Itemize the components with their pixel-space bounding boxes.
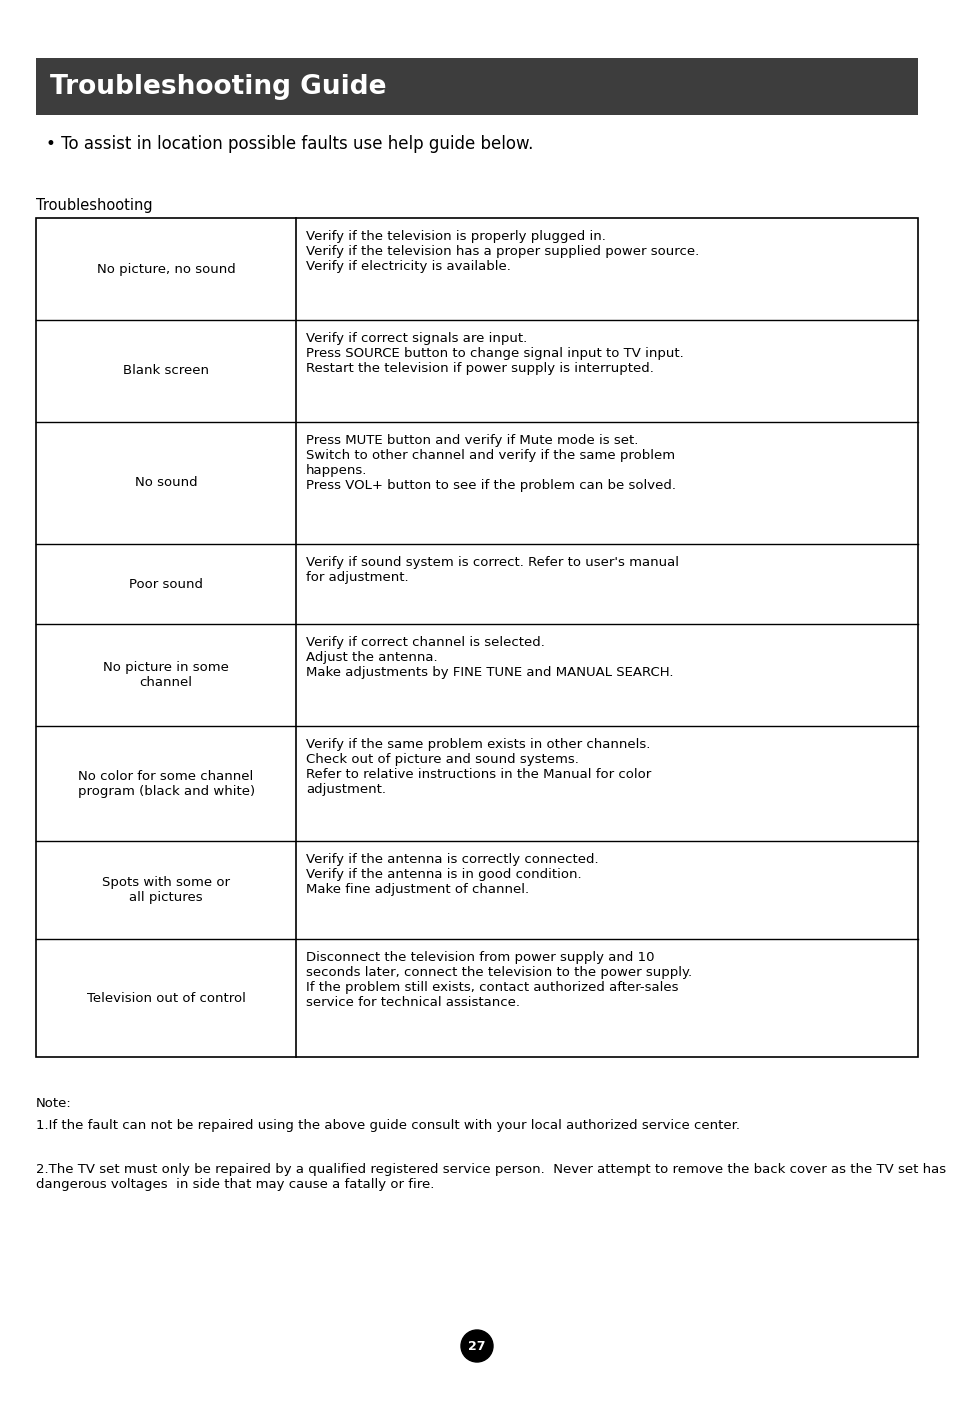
Bar (36, 219, 917, 1056)
Text: No picture in some
channel: No picture in some channel (103, 661, 229, 689)
Text: 27: 27 (468, 1339, 485, 1352)
Text: 1.If the fault can not be repaired using the above guide consult with your local: 1.If the fault can not be repaired using… (36, 1119, 740, 1132)
Text: Spots with some or
all pictures: Spots with some or all pictures (102, 876, 230, 904)
Text: No picture, no sound: No picture, no sound (96, 262, 235, 276)
Text: No sound: No sound (134, 476, 197, 489)
Text: • To assist in location possible faults use help guide below.: • To assist in location possible faults … (46, 134, 533, 153)
Text: Verify if the same problem exists in other channels.
Check out of picture and so: Verify if the same problem exists in oth… (306, 738, 651, 796)
Text: Verify if the television is properly plugged in.
Verify if the television has a : Verify if the television is properly plu… (306, 230, 699, 273)
Circle shape (460, 1330, 493, 1362)
Bar (36, 57, 917, 115)
Text: Television out of control: Television out of control (87, 992, 245, 1005)
Text: 2.The TV set must only be repaired by a qualified registered service person.  Ne: 2.The TV set must only be repaired by a … (36, 1163, 945, 1191)
Text: Troubleshooting Guide: Troubleshooting Guide (50, 73, 386, 99)
Text: Press MUTE button and verify if Mute mode is set.
Switch to other channel and ve: Press MUTE button and verify if Mute mod… (306, 434, 676, 492)
Text: Verify if correct signals are input.
Press SOURCE button to change signal input : Verify if correct signals are input. Pre… (306, 332, 683, 375)
Text: Verify if correct channel is selected.
Adjust the antenna.
Make adjustments by F: Verify if correct channel is selected. A… (306, 636, 673, 679)
Text: Troubleshooting: Troubleshooting (36, 198, 152, 213)
Text: Verify if sound system is correct. Refer to user's manual
for adjustment.: Verify if sound system is correct. Refer… (306, 556, 679, 584)
Text: Note:: Note: (36, 1097, 71, 1110)
Text: Verify if the antenna is correctly connected.
Verify if the antenna is in good c: Verify if the antenna is correctly conne… (306, 853, 598, 897)
Text: No color for some channel
program (black and white): No color for some channel program (black… (77, 769, 254, 797)
Text: Poor sound: Poor sound (129, 577, 203, 590)
Text: Disconnect the television from power supply and 10
seconds later, connect the te: Disconnect the television from power sup… (306, 951, 692, 1009)
Text: Blank screen: Blank screen (123, 364, 209, 377)
